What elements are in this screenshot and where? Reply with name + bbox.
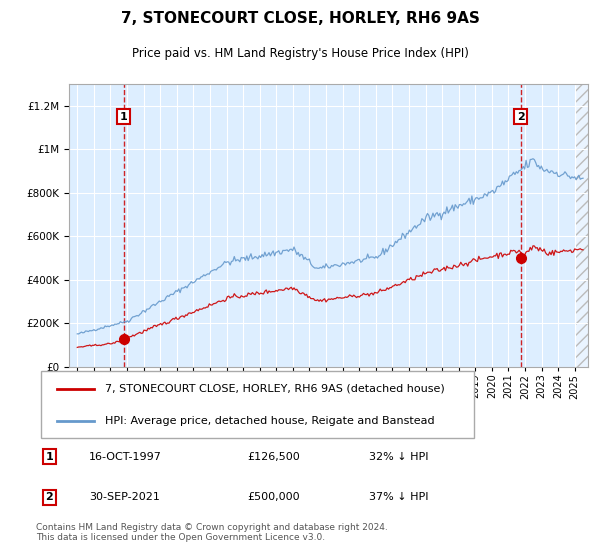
Text: 2: 2 (46, 492, 53, 502)
Text: 37% ↓ HPI: 37% ↓ HPI (368, 492, 428, 502)
Text: 1: 1 (46, 451, 53, 461)
FancyBboxPatch shape (41, 371, 474, 438)
Text: 32% ↓ HPI: 32% ↓ HPI (368, 451, 428, 461)
Text: Price paid vs. HM Land Registry's House Price Index (HPI): Price paid vs. HM Land Registry's House … (131, 47, 469, 60)
Text: 7, STONECOURT CLOSE, HORLEY, RH6 9AS (detached house): 7, STONECOURT CLOSE, HORLEY, RH6 9AS (de… (104, 384, 445, 394)
Text: 2: 2 (517, 111, 525, 122)
Text: 30-SEP-2021: 30-SEP-2021 (89, 492, 160, 502)
Text: HPI: Average price, detached house, Reigate and Banstead: HPI: Average price, detached house, Reig… (104, 416, 434, 426)
Text: 7, STONECOURT CLOSE, HORLEY, RH6 9AS: 7, STONECOURT CLOSE, HORLEY, RH6 9AS (121, 11, 479, 26)
Text: 16-OCT-1997: 16-OCT-1997 (89, 451, 161, 461)
Text: £500,000: £500,000 (247, 492, 300, 502)
Text: £126,500: £126,500 (247, 451, 300, 461)
Text: 1: 1 (119, 111, 127, 122)
Text: Contains HM Land Registry data © Crown copyright and database right 2024.
This d: Contains HM Land Registry data © Crown c… (36, 523, 388, 542)
Bar (577, 84, 599, 367)
Bar (577, 84, 599, 367)
